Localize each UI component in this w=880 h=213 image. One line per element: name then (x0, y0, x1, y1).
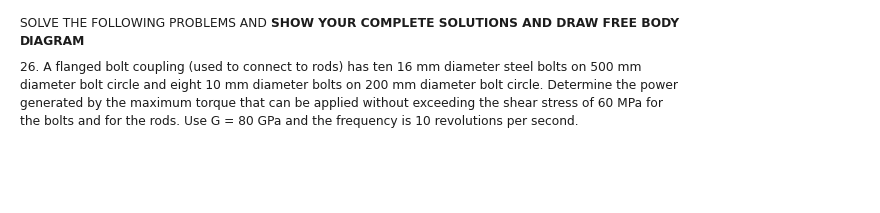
Text: generated by the maximum torque that can be applied without exceeding the shear : generated by the maximum torque that can… (20, 97, 663, 110)
Text: 26. A flanged bolt coupling (used to connect to rods) has ten 16 mm diameter ste: 26. A flanged bolt coupling (used to con… (20, 61, 642, 74)
Text: the bolts and for the rods. Use G = 80 GPa and the frequency is 10 revolutions p: the bolts and for the rods. Use G = 80 G… (20, 115, 579, 128)
Text: SOLVE THE FOLLOWING PROBLEMS AND: SOLVE THE FOLLOWING PROBLEMS AND (20, 17, 271, 30)
Text: DIAGRAM: DIAGRAM (20, 35, 85, 48)
Text: SHOW YOUR COMPLETE SOLUTIONS AND DRAW FREE BODY: SHOW YOUR COMPLETE SOLUTIONS AND DRAW FR… (271, 17, 678, 30)
Text: diameter bolt circle and eight 10 mm diameter bolts on 200 mm diameter bolt circ: diameter bolt circle and eight 10 mm dia… (20, 79, 678, 92)
